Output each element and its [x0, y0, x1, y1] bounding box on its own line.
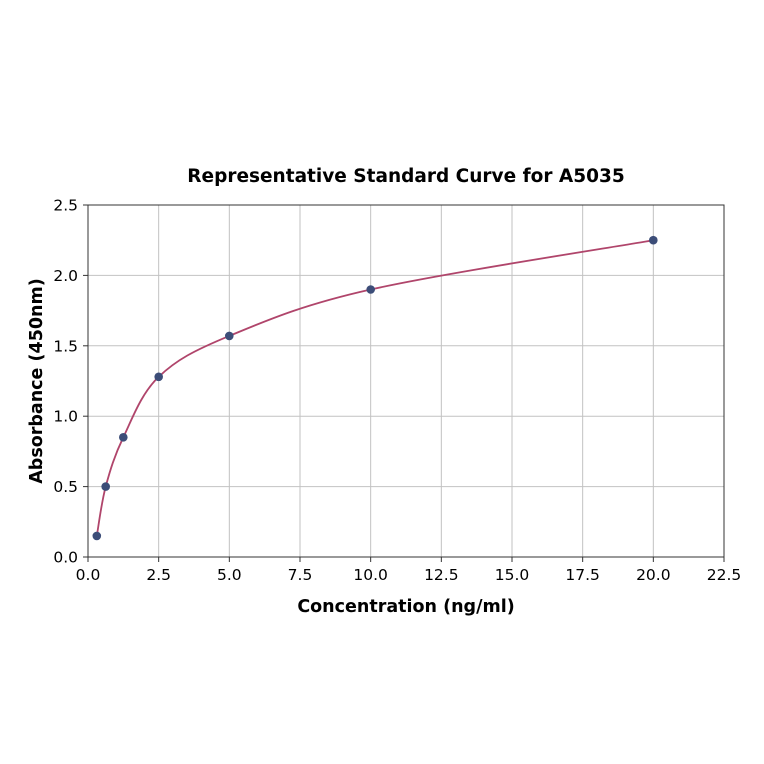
y-tick-label: 1.0	[53, 408, 78, 426]
data-point	[225, 331, 234, 341]
plot-border	[87, 204, 725, 558]
data-point	[649, 235, 658, 245]
x-tick-labels: 0.0 2.5 5.0 7.5 10.0 12.5 15.0 17.5 20.0 22.5	[76, 566, 742, 584]
data-point	[366, 285, 376, 294]
data-points	[92, 235, 658, 541]
grid-lines	[87, 204, 725, 558]
x-tick-label: 20.0	[636, 566, 671, 584]
data-point	[92, 531, 102, 541]
x-tick-label: 0.0	[76, 566, 101, 584]
y-tick-label: 0.5	[53, 478, 78, 496]
x-tick-label: 12.5	[424, 566, 459, 584]
x-tick-label: 10.0	[353, 566, 388, 584]
x-tick-label: 2.5	[146, 566, 171, 584]
y-tick-label: 1.5	[53, 337, 78, 355]
x-axis-label: Concentration (ng/ml)	[297, 597, 514, 617]
y-tick-label: 0.0	[53, 549, 78, 567]
fit-curve-line	[95, 239, 654, 537]
x-tick-label: 5.0	[217, 566, 242, 584]
y-tick-label: 2.5	[53, 197, 78, 215]
y-tick-labels: 0.0 0.5 1.0 1.5 2.0 2.5	[53, 197, 78, 567]
data-point	[101, 482, 110, 491]
axis-ticks	[83, 204, 725, 562]
data-point	[154, 372, 163, 382]
chart-title: Representative Standard Curve for A5035	[187, 166, 624, 187]
x-tick-label: 7.5	[288, 566, 313, 584]
x-tick-label: 22.5	[707, 566, 742, 584]
y-tick-label: 2.0	[53, 267, 78, 285]
data-point	[119, 433, 128, 442]
x-tick-label: 17.5	[565, 566, 600, 584]
x-tick-label: 15.0	[495, 566, 530, 584]
y-axis-label: Absorbance (450nm)	[27, 278, 47, 484]
